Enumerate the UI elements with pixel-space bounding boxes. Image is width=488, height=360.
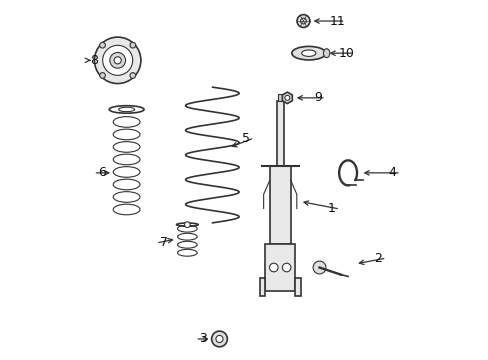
Bar bbox=[264, 244, 295, 291]
Text: 11: 11 bbox=[329, 14, 345, 27]
Text: 1: 1 bbox=[327, 202, 335, 215]
Ellipse shape bbox=[323, 49, 329, 58]
Circle shape bbox=[269, 263, 278, 272]
Circle shape bbox=[100, 42, 105, 48]
Circle shape bbox=[300, 18, 305, 24]
Text: 4: 4 bbox=[388, 166, 396, 179]
Text: 9: 9 bbox=[313, 91, 321, 104]
Circle shape bbox=[296, 15, 309, 27]
Bar bbox=[269, 166, 290, 244]
Circle shape bbox=[282, 263, 290, 272]
Circle shape bbox=[285, 95, 289, 100]
Circle shape bbox=[130, 73, 136, 78]
Circle shape bbox=[312, 261, 325, 274]
Circle shape bbox=[94, 37, 141, 84]
Text: 8: 8 bbox=[90, 54, 98, 67]
Circle shape bbox=[184, 222, 190, 228]
Bar bbox=[276, 102, 283, 173]
Circle shape bbox=[216, 336, 223, 342]
Text: 7: 7 bbox=[160, 236, 168, 249]
Bar bbox=[259, 278, 264, 296]
Circle shape bbox=[110, 53, 125, 68]
Text: 6: 6 bbox=[98, 166, 105, 179]
Circle shape bbox=[114, 57, 121, 64]
Text: 3: 3 bbox=[199, 333, 207, 346]
Polygon shape bbox=[282, 92, 292, 104]
Bar bbox=[277, 94, 282, 102]
Ellipse shape bbox=[301, 50, 315, 57]
Text: 5: 5 bbox=[242, 132, 250, 145]
Circle shape bbox=[102, 45, 132, 75]
Text: 2: 2 bbox=[374, 252, 382, 265]
Ellipse shape bbox=[291, 46, 325, 60]
Circle shape bbox=[211, 331, 227, 347]
Circle shape bbox=[130, 42, 136, 48]
Text: 10: 10 bbox=[338, 47, 353, 60]
Circle shape bbox=[100, 73, 105, 78]
Bar bbox=[295, 278, 300, 296]
